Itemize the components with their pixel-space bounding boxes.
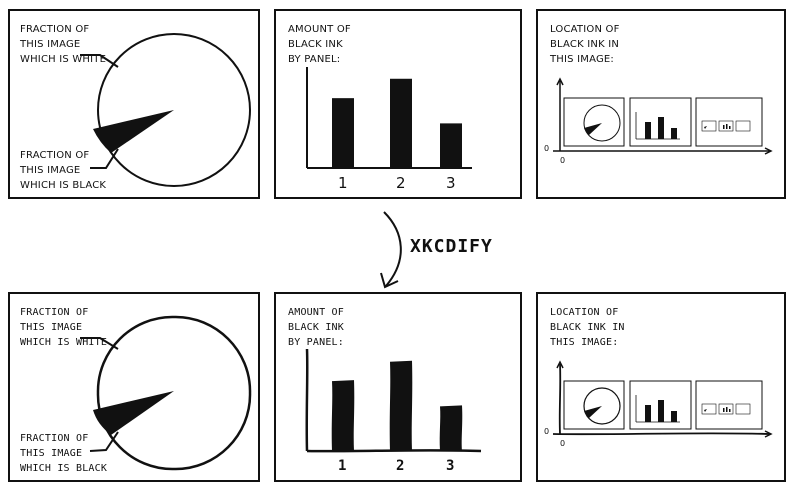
top-bar-chart — [306, 67, 472, 169]
bar-y-axis — [305, 348, 309, 452]
top-location-chart — [553, 77, 773, 155]
bar-chart-title: AMOUNT OF BLACK INK BY PANEL: — [288, 24, 351, 65]
mini-pie-panel — [563, 380, 625, 430]
bottom-pie-chart — [80, 315, 252, 471]
white-fraction-label: FRACTION OF THIS IMAGE WHICH IS WHITE — [20, 24, 107, 65]
black-label-leader — [89, 431, 119, 452]
pie-white-slice — [96, 315, 252, 471]
location-title: LOCATION OF BLACK INK IN THIS IMAGE: — [550, 24, 620, 65]
location-y-zero: 0 — [544, 427, 550, 436]
top-pie-chart — [80, 33, 251, 187]
location-title: LOCATION OF BLACK INK IN THIS IMAGE: — [550, 307, 625, 348]
mini-location-panel — [695, 380, 763, 430]
location-x-zero: 0 — [560, 156, 566, 165]
bar-1 — [331, 380, 355, 451]
location-y-zero: 0 — [544, 144, 550, 153]
bar-3 — [439, 405, 463, 451]
white-label-leader — [80, 54, 119, 68]
white-label-leader — [80, 337, 119, 350]
xkcdify-label: XKCDIFY — [410, 236, 493, 257]
bar-tick-3: 3 — [446, 458, 455, 474]
bar-tick-3: 3 — [446, 174, 456, 192]
bar-1 — [332, 98, 354, 168]
y-axis-arrow-icon — [556, 77, 564, 86]
bar-3 — [440, 123, 462, 168]
bar-tick-1: 1 — [338, 174, 348, 192]
mini-bar-panel — [629, 380, 692, 430]
black-fraction-label: FRACTION OF THIS IMAGE WHICH IS BLACK — [20, 433, 108, 474]
pie-black-slice — [93, 391, 174, 435]
bar-chart-title: AMOUNT OF BLACK INK BY PANEL: — [288, 307, 344, 348]
bar-2 — [390, 78, 412, 168]
bottom-location-panel: LOCATION OF BLACK INK IN THIS IMAGE: 0 — [536, 292, 786, 482]
top-pie-panel: FRACTION OF THIS IMAGE WHICH IS WHITE FR… — [8, 9, 260, 199]
bar-2 — [389, 360, 413, 451]
bottom-bar-panel: AMOUNT OF BLACK INK BY PANEL: 1 2 3 — [274, 292, 522, 482]
pie-black-slice — [93, 110, 174, 153]
mini-location-panel — [695, 97, 763, 147]
black-fraction-label: FRACTION OF THIS IMAGE WHICH IS BLACK — [20, 150, 107, 191]
bar-tick-2: 2 — [396, 174, 406, 192]
pie-white-slice — [97, 33, 251, 187]
bar-tick-2: 2 — [396, 458, 405, 474]
arrow-head-icon — [380, 272, 399, 289]
x-axis-arrow-icon — [764, 430, 773, 438]
black-label-leader — [90, 148, 119, 169]
mini-pie-panel — [563, 97, 625, 147]
x-axis-arrow-icon — [764, 147, 773, 155]
bottom-bar-chart — [305, 348, 482, 453]
mini-bar-panel — [629, 97, 692, 147]
top-location-panel: LOCATION OF BLACK INK IN THIS IMAGE: — [536, 9, 786, 199]
bar-tick-1: 1 — [338, 458, 347, 474]
top-bar-panel: AMOUNT OF BLACK INK BY PANEL: 1 2 3 — [274, 9, 522, 199]
white-fraction-label: FRACTION OF THIS IMAGE WHICH IS WHITE — [20, 307, 108, 348]
y-axis-arrow-icon — [556, 360, 564, 369]
bottom-pie-panel: FRACTION OF THIS IMAGE WHICH IS WHITE FR… — [8, 292, 260, 482]
location-x-zero: 0 — [560, 439, 566, 448]
bottom-location-chart — [552, 360, 773, 438]
